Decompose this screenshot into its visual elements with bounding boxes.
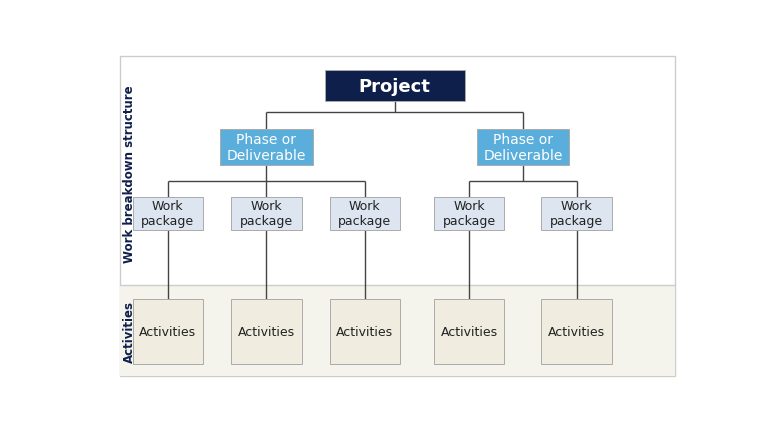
FancyBboxPatch shape — [132, 197, 203, 230]
FancyBboxPatch shape — [330, 197, 400, 230]
Text: Work
package: Work package — [239, 200, 293, 228]
Text: Activities: Activities — [440, 325, 497, 338]
Text: Work
package: Work package — [550, 200, 603, 228]
FancyBboxPatch shape — [541, 299, 612, 364]
Text: Work breakdown structure: Work breakdown structure — [122, 86, 136, 263]
Text: Phase or
Deliverable: Phase or Deliverable — [226, 132, 306, 163]
Text: Activities: Activities — [139, 325, 196, 338]
Text: Work
package: Work package — [142, 200, 194, 228]
Text: Activities: Activities — [238, 325, 295, 338]
Text: Activities: Activities — [548, 325, 605, 338]
FancyBboxPatch shape — [324, 71, 465, 102]
FancyBboxPatch shape — [477, 129, 569, 166]
FancyBboxPatch shape — [132, 299, 203, 364]
Text: Phase or
Deliverable: Phase or Deliverable — [484, 132, 563, 163]
Text: Work
package: Work package — [443, 200, 496, 228]
FancyBboxPatch shape — [541, 197, 612, 230]
FancyBboxPatch shape — [231, 299, 302, 364]
FancyBboxPatch shape — [120, 57, 675, 376]
FancyBboxPatch shape — [434, 197, 504, 230]
FancyBboxPatch shape — [434, 299, 504, 364]
Text: Project: Project — [359, 77, 430, 95]
Text: Work
package: Work package — [338, 200, 391, 228]
FancyBboxPatch shape — [330, 299, 400, 364]
FancyBboxPatch shape — [231, 197, 302, 230]
FancyBboxPatch shape — [220, 129, 313, 166]
Text: Activities: Activities — [336, 325, 393, 338]
Text: Activities: Activities — [122, 301, 136, 362]
FancyBboxPatch shape — [120, 285, 675, 376]
